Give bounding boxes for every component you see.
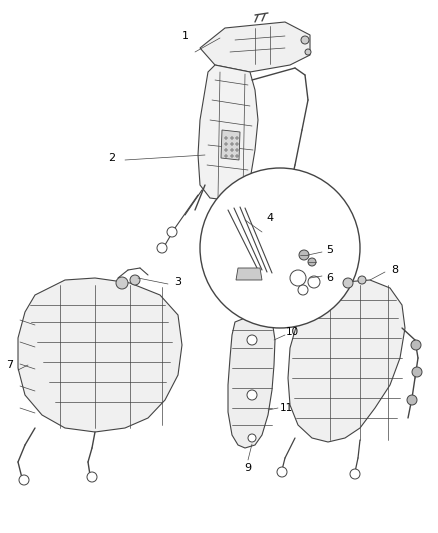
Polygon shape xyxy=(18,278,182,432)
Circle shape xyxy=(157,243,167,253)
Circle shape xyxy=(290,270,306,286)
Circle shape xyxy=(299,250,309,260)
Text: 3: 3 xyxy=(174,277,181,287)
Text: 10: 10 xyxy=(286,327,299,337)
Polygon shape xyxy=(221,130,240,160)
Circle shape xyxy=(277,467,287,477)
Circle shape xyxy=(236,137,238,139)
Circle shape xyxy=(308,276,320,288)
Circle shape xyxy=(412,367,422,377)
Circle shape xyxy=(225,143,227,145)
Text: 9: 9 xyxy=(244,463,251,473)
Text: 1: 1 xyxy=(181,31,188,41)
Polygon shape xyxy=(200,22,310,72)
Circle shape xyxy=(236,143,238,145)
Circle shape xyxy=(358,276,366,284)
Circle shape xyxy=(411,340,421,350)
Circle shape xyxy=(301,36,309,44)
Circle shape xyxy=(231,137,233,139)
Circle shape xyxy=(248,434,256,442)
Circle shape xyxy=(236,149,238,151)
Circle shape xyxy=(19,475,29,485)
Circle shape xyxy=(247,335,257,345)
Text: 2: 2 xyxy=(109,153,116,163)
Text: 5: 5 xyxy=(326,245,333,255)
Circle shape xyxy=(305,49,311,55)
Text: 7: 7 xyxy=(7,360,14,370)
Circle shape xyxy=(298,285,308,295)
Circle shape xyxy=(247,390,257,400)
Text: 4: 4 xyxy=(266,213,274,223)
Circle shape xyxy=(350,469,360,479)
Circle shape xyxy=(225,137,227,139)
Circle shape xyxy=(130,275,140,285)
Polygon shape xyxy=(236,268,262,280)
Circle shape xyxy=(225,149,227,151)
Circle shape xyxy=(308,258,316,266)
Circle shape xyxy=(236,155,238,157)
Text: 8: 8 xyxy=(392,265,399,275)
Polygon shape xyxy=(228,315,275,448)
Circle shape xyxy=(225,155,227,157)
Polygon shape xyxy=(288,280,405,442)
Circle shape xyxy=(231,149,233,151)
Text: 11: 11 xyxy=(279,403,293,413)
Circle shape xyxy=(167,227,177,237)
Circle shape xyxy=(231,155,233,157)
Circle shape xyxy=(343,278,353,288)
Circle shape xyxy=(200,168,360,328)
Circle shape xyxy=(87,472,97,482)
Circle shape xyxy=(116,277,128,289)
Polygon shape xyxy=(198,65,258,200)
Circle shape xyxy=(407,395,417,405)
Text: 6: 6 xyxy=(326,273,333,283)
Circle shape xyxy=(231,143,233,145)
